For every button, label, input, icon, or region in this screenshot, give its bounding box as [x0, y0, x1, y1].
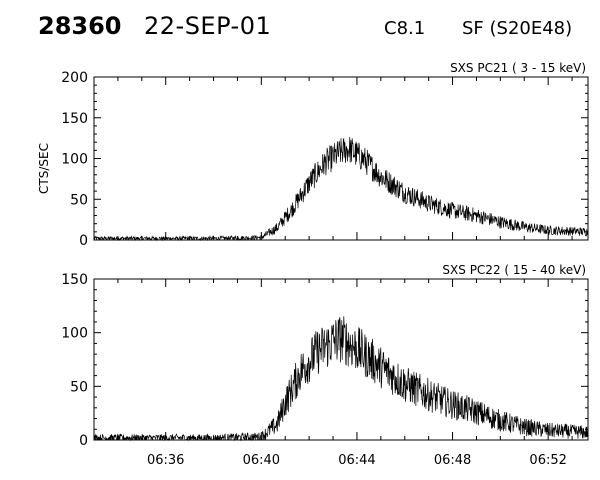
y-axis-label: CTS/SEC — [37, 143, 51, 194]
y-tick-label: 200 — [61, 70, 88, 86]
panel-pc21: SXS PC21 ( 3 - 15 keV) CTS/SEC 0 50 100 150 20… — [37, 61, 589, 249]
flare-type: SF (S20E48) — [462, 18, 573, 39]
y-tick-label: 50 — [70, 192, 88, 208]
y-tick-label: 150 — [61, 272, 88, 288]
y-tick-label: 150 — [61, 111, 88, 127]
x-tick-label: 06:40 — [243, 453, 280, 468]
plot-frame — [93, 278, 589, 441]
series-line — [94, 316, 589, 442]
y-tick-label: 100 — [61, 326, 88, 342]
y-tick-label: 100 — [61, 152, 88, 168]
event-id: 28360 — [38, 12, 122, 40]
panel-title: SXS PC21 ( 3 - 15 keV) — [450, 61, 586, 75]
y-tick-label: 0 — [79, 433, 88, 449]
x-tick-label: 06:44 — [338, 453, 375, 468]
panel-pc22: SXS PC22 ( 15 - 40 keV) 0 50 100 150 06:36 06:… — [61, 263, 589, 468]
y-tick-label: 50 — [70, 379, 88, 395]
panel-title: SXS PC22 ( 15 - 40 keV) — [442, 263, 586, 277]
flare-class: C8.1 — [384, 18, 426, 39]
x-tick-label: 06:36 — [147, 453, 184, 468]
x-tick-label: 06:52 — [529, 453, 566, 468]
series-line — [93, 136, 589, 242]
x-tick-label: 06:48 — [434, 453, 471, 468]
event-date: 22-SEP-01 — [144, 12, 272, 40]
y-tick-label: 0 — [79, 233, 88, 249]
